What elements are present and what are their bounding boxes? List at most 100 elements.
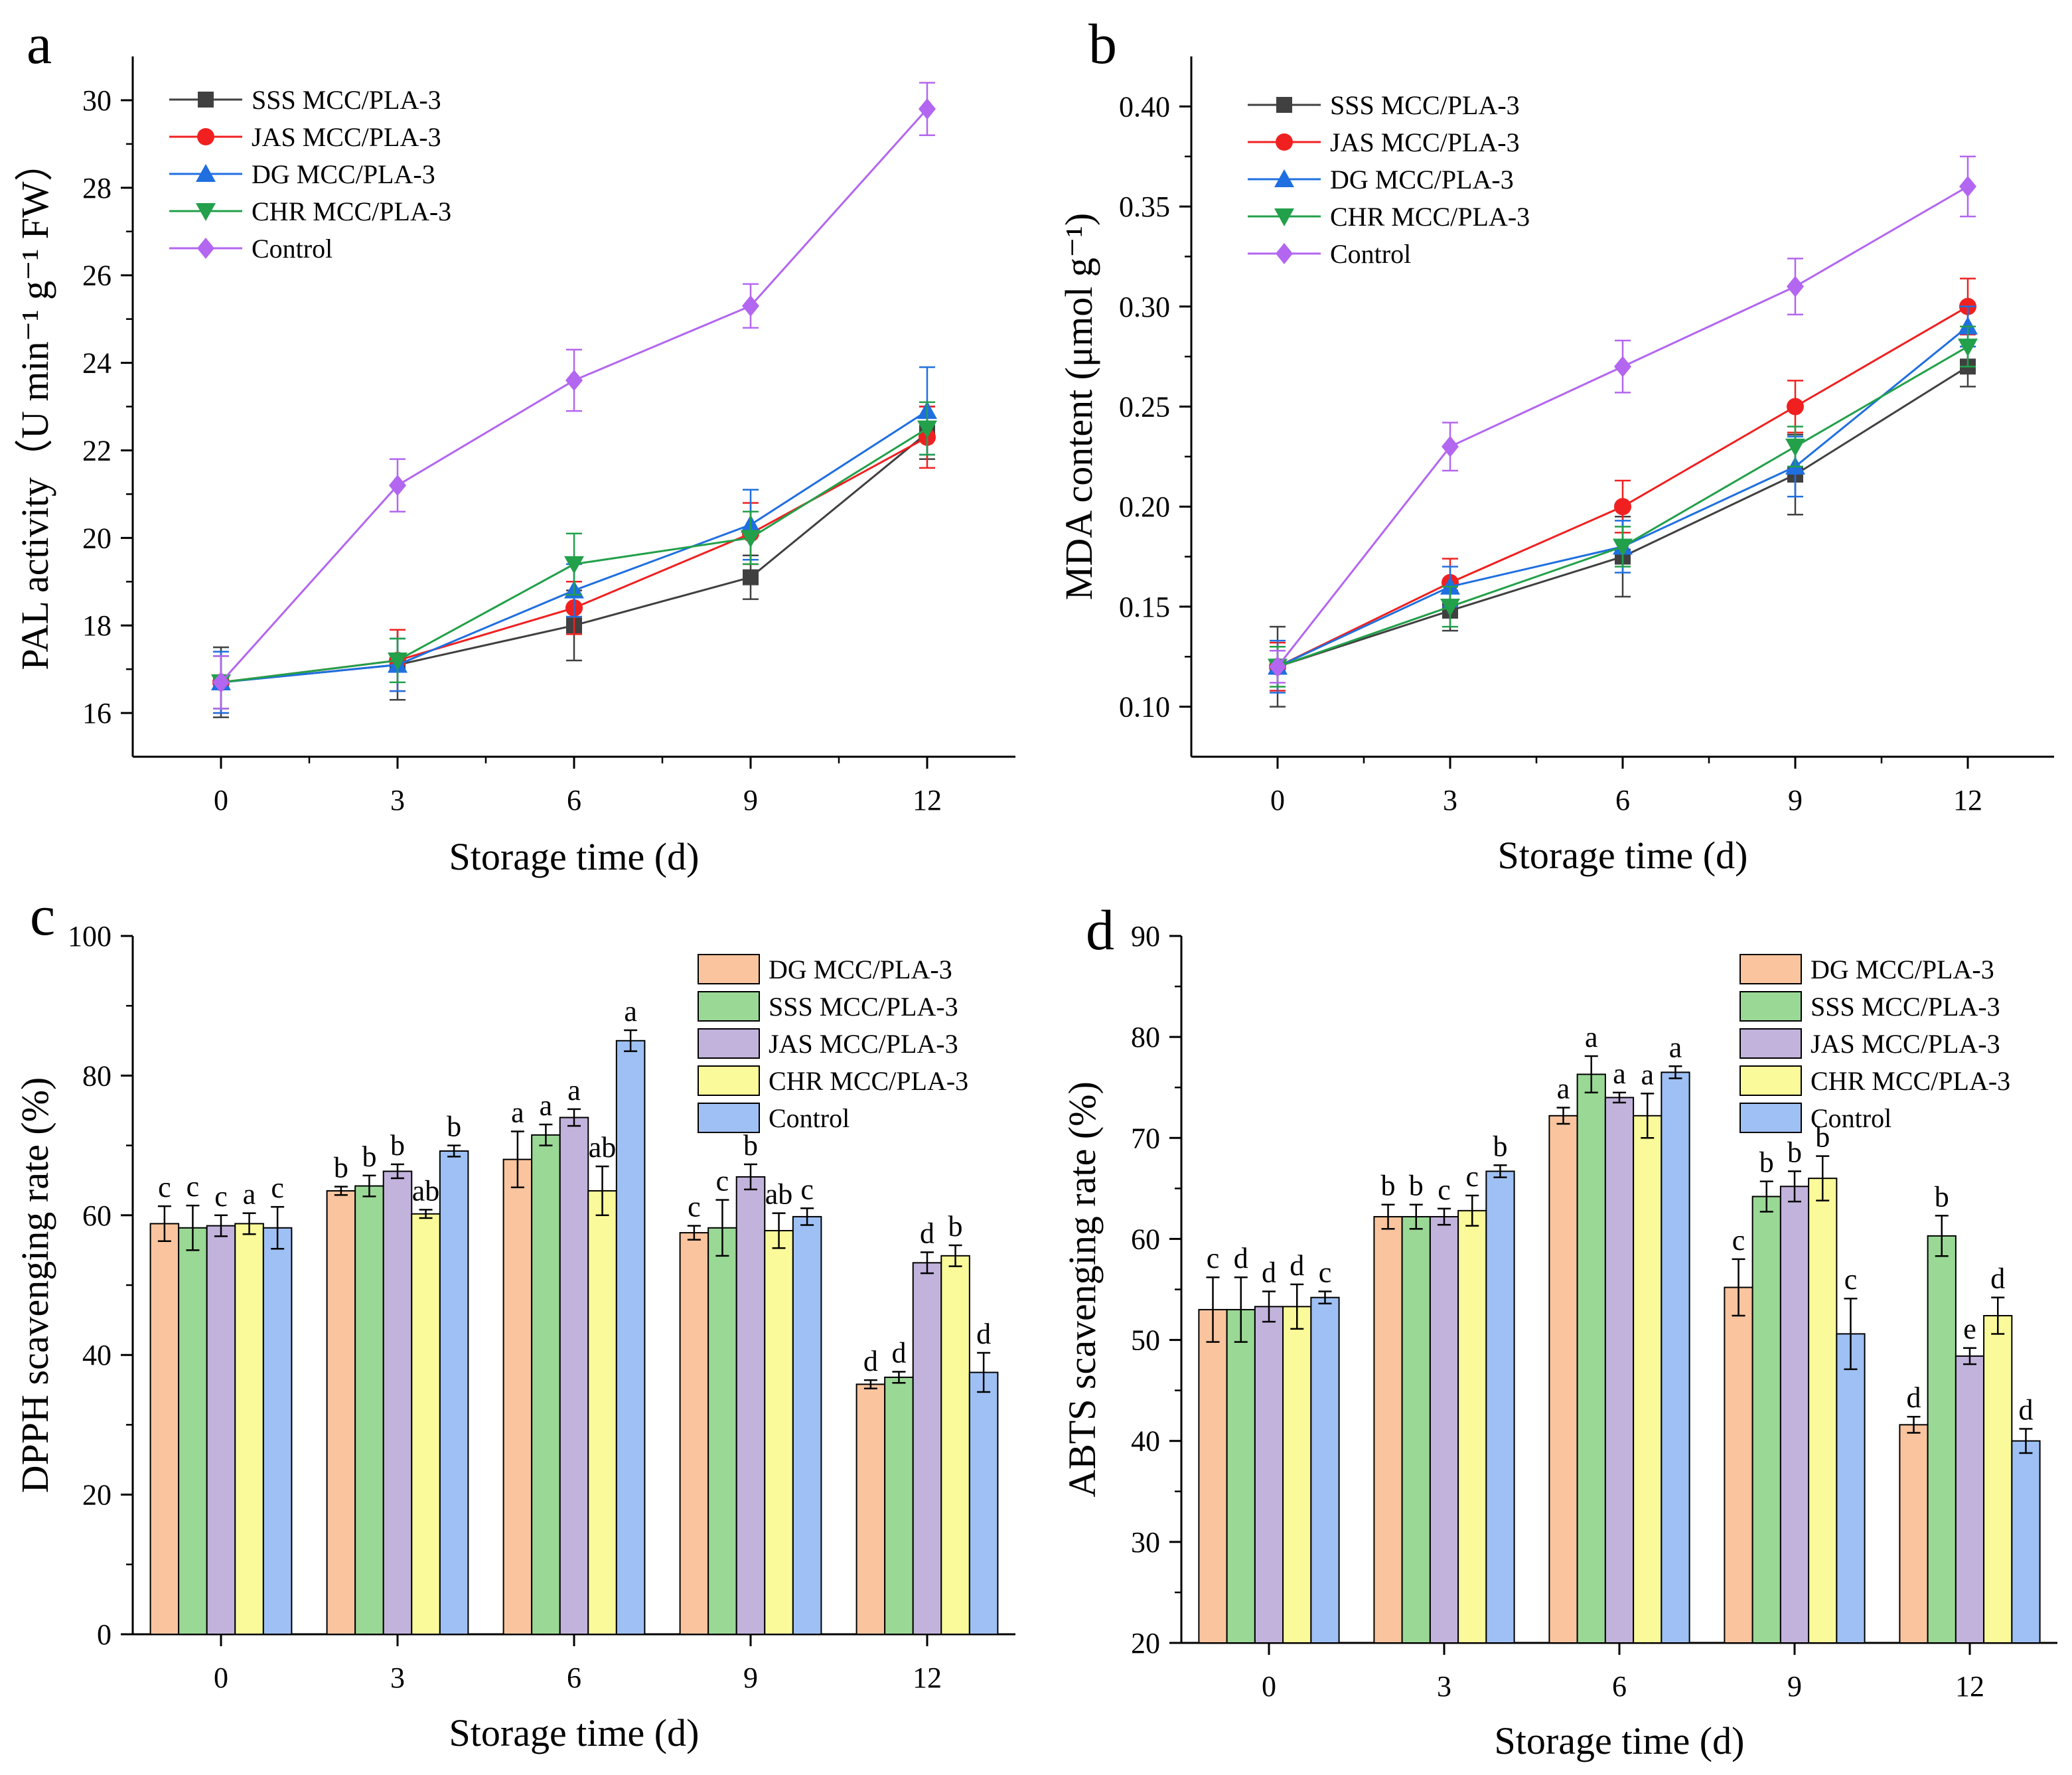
bar [1429, 1215, 1459, 1644]
bar-series-sss: c b a c d [178, 1089, 914, 1635]
panel-b: b 0.10 0.15 0.20 0.25 0.30 0.35 0.40 Storage ti… [1057, 12, 2054, 877]
bar [884, 1376, 914, 1635]
significance-label: ab [765, 1178, 793, 1211]
bar [912, 1262, 942, 1636]
significance-label: b [447, 1111, 461, 1143]
y-tick-label: 18 [82, 609, 111, 642]
legend-swatch [698, 1103, 760, 1133]
significance-label: d [1234, 1242, 1248, 1274]
legend-entry: DG MCC/PLA-3 [698, 954, 952, 984]
legend-entry: CHR MCC/PLA-3 [698, 1065, 968, 1096]
bar-series-control: c b a c d [1310, 1031, 2041, 1644]
legend-label: SSS MCC/PLA-3 [252, 85, 441, 115]
significance-label: d [1907, 1381, 1921, 1414]
legend-marker [1276, 133, 1293, 151]
significance-label: b [948, 1210, 963, 1243]
bar [439, 1150, 469, 1635]
bar [531, 1134, 561, 1635]
significance-label: b [334, 1152, 348, 1184]
y-tick-label: 20 [82, 1479, 111, 1511]
x-tick-label: 3 [390, 1661, 405, 1694]
legend-label: CHR MCC/PLA-3 [769, 1066, 968, 1096]
legend-marker [196, 164, 216, 182]
significance-label: a [1613, 1057, 1626, 1090]
legend-swatch [1739, 954, 1802, 984]
legend-entry: Control [1739, 1103, 1891, 1133]
significance-label: c [1465, 1160, 1479, 1193]
data-point [388, 652, 407, 670]
legend-label: CHR MCC/PLA-3 [1811, 1066, 2010, 1096]
significance-label: c [1207, 1242, 1220, 1274]
panel-letter-a: a [27, 12, 52, 76]
bar [382, 1170, 413, 1636]
bar [792, 1215, 822, 1636]
x-tick-label: 6 [567, 784, 581, 816]
legend-label: DG MCC/PLA-3 [252, 159, 435, 189]
significance-label: a [540, 1089, 553, 1122]
bar [1808, 1178, 1838, 1644]
bar [411, 1213, 441, 1636]
legend-swatch [698, 954, 760, 984]
bar [764, 1229, 794, 1635]
significance-label: b [1381, 1170, 1396, 1202]
bar [354, 1185, 384, 1635]
x-tick-label: 3 [1437, 1670, 1451, 1703]
legend-label: CHR MCC/PLA-3 [252, 196, 451, 226]
bar [1457, 1209, 1487, 1644]
bar [587, 1190, 617, 1635]
y-tick-label: 0.30 [1119, 291, 1170, 323]
legend-entry: CHR MCC/PLA-3 [1739, 1065, 2010, 1096]
x-tick-label: 9 [1788, 784, 1803, 816]
significance-label: c [158, 1171, 171, 1203]
x-tick-label: 12 [1955, 1670, 1984, 1703]
data-point [742, 295, 759, 317]
significance-label: ab [412, 1174, 440, 1207]
data-point [1614, 356, 1631, 378]
panel-letter-b: b [1088, 12, 1117, 76]
y-tick-label: 26 [82, 260, 111, 292]
legend-label: CHR MCC/PLA-3 [1330, 202, 1530, 232]
data-point [564, 556, 584, 574]
legend-entry: CHR MCC/PLA-3 [169, 196, 451, 226]
data-point [1958, 316, 1978, 335]
legend-swatch [698, 991, 760, 1022]
significance-label: b [1815, 1121, 1830, 1154]
significance-label: ab [589, 1131, 617, 1164]
y-tick-label: 40 [1131, 1425, 1160, 1458]
legend-entry: JAS MCC/PLA-3 [169, 122, 441, 152]
data-point [1440, 598, 1460, 617]
bar-series-control: c b a c d [262, 995, 999, 1636]
bar [679, 1232, 709, 1635]
y-tick-label: 50 [1131, 1324, 1160, 1357]
bar [2011, 1440, 2041, 1644]
significance-label: c [1438, 1174, 1451, 1206]
bar [1254, 1306, 1284, 1644]
y-tick-label: 20 [1131, 1627, 1160, 1659]
significance-label: c [1844, 1263, 1858, 1296]
x-axis-title: Storage time (d) [449, 835, 700, 878]
significance-label: c [1319, 1257, 1332, 1289]
bar [1633, 1115, 1663, 1644]
legend-label: Control [252, 234, 333, 264]
x-tick-label: 6 [1615, 784, 1630, 816]
significance-label: c [271, 1172, 284, 1204]
significance-label: a [511, 1097, 524, 1129]
bar [1310, 1296, 1340, 1644]
data-point [1613, 538, 1633, 557]
legend-marker [1276, 97, 1292, 113]
significance-label: c [716, 1165, 729, 1197]
legend-entry: Control [169, 234, 333, 264]
bar [1401, 1215, 1431, 1644]
x-tick-label: 0 [214, 784, 228, 816]
data-point [1787, 398, 1804, 416]
significance-label: d [891, 1336, 906, 1369]
legend-label: JAS MCC/PLA-3 [252, 122, 441, 152]
legend-entry: JAS MCC/PLA-3 [698, 1028, 958, 1059]
legend-marker [1274, 208, 1294, 226]
bar [149, 1223, 180, 1635]
